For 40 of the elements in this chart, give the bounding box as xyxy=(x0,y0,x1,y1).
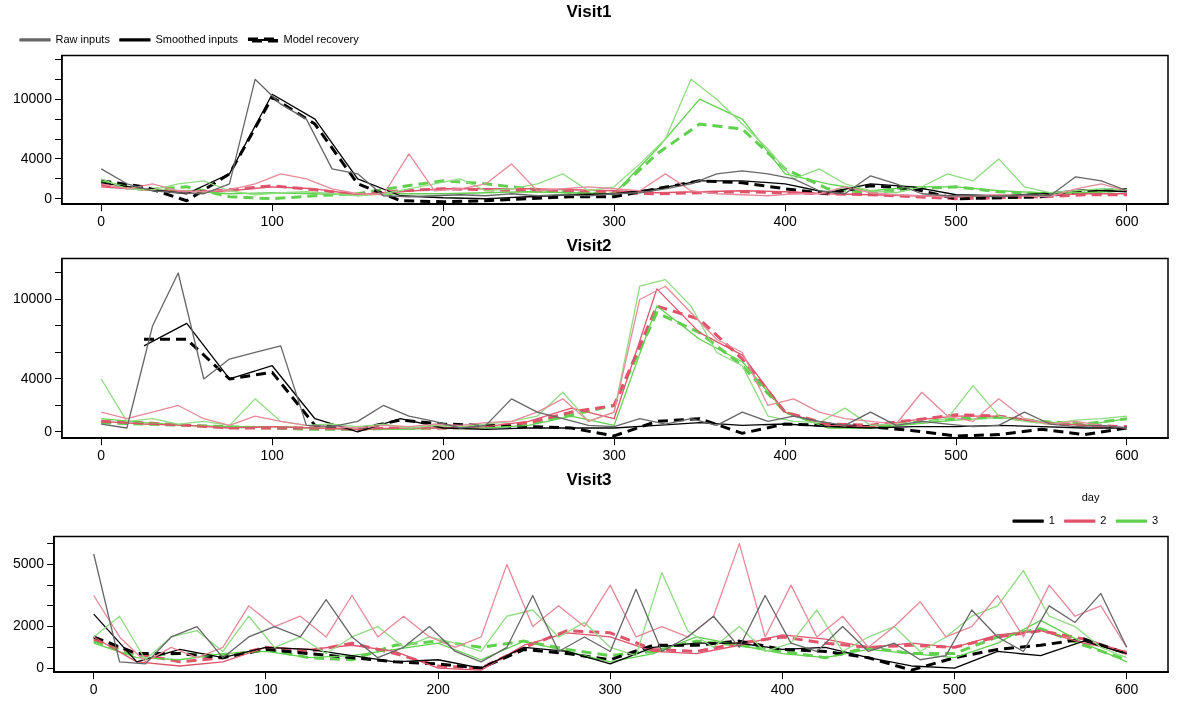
y-tick-label: 10000 xyxy=(12,90,53,107)
chart-title: Visit3 xyxy=(566,469,612,489)
y-tick-label: 0 xyxy=(44,189,53,206)
legend-title: day xyxy=(1081,490,1100,503)
chart-title: Visit1 xyxy=(566,1,612,21)
x-tick-label: 100 xyxy=(260,213,285,230)
y-tick-label: 4000 xyxy=(20,149,53,166)
x-tick-label: 600 xyxy=(1115,213,1139,230)
x-tick-label: 400 xyxy=(770,681,795,698)
y-tick-label: 2000 xyxy=(12,617,45,634)
x-tick-label: 100 xyxy=(254,681,278,698)
x-tick-label: 0 xyxy=(97,447,106,464)
x-tick-label: 300 xyxy=(602,447,626,464)
x-tick-label: 200 xyxy=(426,681,450,698)
x-tick-label: 600 xyxy=(1115,681,1139,698)
x-tick-label: 500 xyxy=(944,447,968,464)
y-tick-label: 4000 xyxy=(20,369,53,386)
legend-label: Smoothed inputs xyxy=(155,32,239,45)
x-tick-label: 300 xyxy=(602,213,626,230)
legend-label: Raw inputs xyxy=(55,32,111,45)
x-tick-label: 100 xyxy=(260,447,285,464)
legend-label: 1 xyxy=(1048,514,1055,527)
y-tick-label: 5000 xyxy=(12,555,45,572)
chart-title: Visit2 xyxy=(566,235,612,255)
x-tick-label: 0 xyxy=(89,681,98,698)
legend-label: Model recovery xyxy=(283,32,360,45)
x-tick-label: 500 xyxy=(942,681,967,698)
x-tick-label: 300 xyxy=(598,681,623,698)
x-tick-label: 400 xyxy=(773,213,797,230)
x-tick-label: 400 xyxy=(773,447,797,464)
x-tick-label: 200 xyxy=(431,213,456,230)
legend-label: 2 xyxy=(1100,514,1107,527)
y-tick-label: 0 xyxy=(36,658,45,675)
x-tick-label: 200 xyxy=(431,447,456,464)
x-tick-label: 500 xyxy=(944,213,968,230)
x-tick-label: 600 xyxy=(1115,447,1139,464)
legend-label: 3 xyxy=(1151,514,1159,527)
y-tick-label: 0 xyxy=(44,422,53,439)
x-tick-label: 0 xyxy=(97,213,106,230)
y-tick-label: 10000 xyxy=(12,290,53,307)
